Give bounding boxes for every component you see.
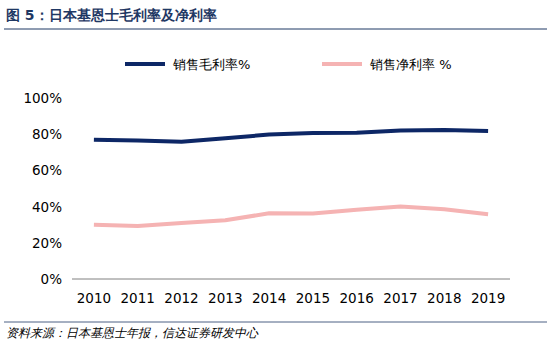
y-tick-label: 20% (32, 235, 62, 251)
x-tick-label: 2016 (340, 290, 374, 306)
y-tick-label: 40% (32, 199, 62, 215)
series-line (94, 207, 488, 226)
x-tick-label: 2010 (77, 290, 111, 306)
x-tick-label: 2019 (471, 290, 505, 306)
y-tick-label: 60% (32, 162, 62, 178)
y-tick-label: 0% (41, 271, 63, 287)
legend-label: 销售毛利率% (172, 57, 250, 72)
x-tick-label: 2014 (252, 290, 286, 306)
x-tick-label: 2012 (164, 290, 198, 306)
legend-item: 销售毛利率% (125, 57, 250, 72)
source-rule (4, 322, 547, 323)
title-rule (4, 29, 547, 30)
chart-root: 图 5：日本基恩士毛利率及净利率销售毛利率% 销售净利率 % 0% 20% 40% 60%… (0, 0, 551, 356)
source-note: 资料来源：日本基恩士年报，信达证券研发中心 (6, 326, 259, 340)
y-tick-label: 100% (23, 90, 62, 106)
x-tick-label: 2018 (427, 290, 461, 306)
legend-swatch (322, 62, 362, 66)
title: 图 5：日本基恩士毛利率及净利率 (6, 7, 217, 23)
legend-label: 销售净利率 % (369, 57, 452, 72)
x-tick-label: 2011 (121, 290, 155, 306)
legend-swatch (125, 62, 165, 66)
legend-item: 销售净利率 % (322, 57, 452, 72)
y-tick-label: 80% (32, 126, 62, 142)
x-tick-label: 2017 (383, 290, 417, 306)
series-line (94, 130, 488, 142)
x-tick-label: 2015 (296, 290, 330, 306)
chart-svg: 图 5：日本基恩士毛利率及净利率销售毛利率% 销售净利率 % 0% 20% 40% 60%… (0, 0, 551, 356)
plot-area (94, 130, 488, 226)
x-axis (72, 279, 510, 280)
x-tick-label: 2013 (208, 290, 242, 306)
